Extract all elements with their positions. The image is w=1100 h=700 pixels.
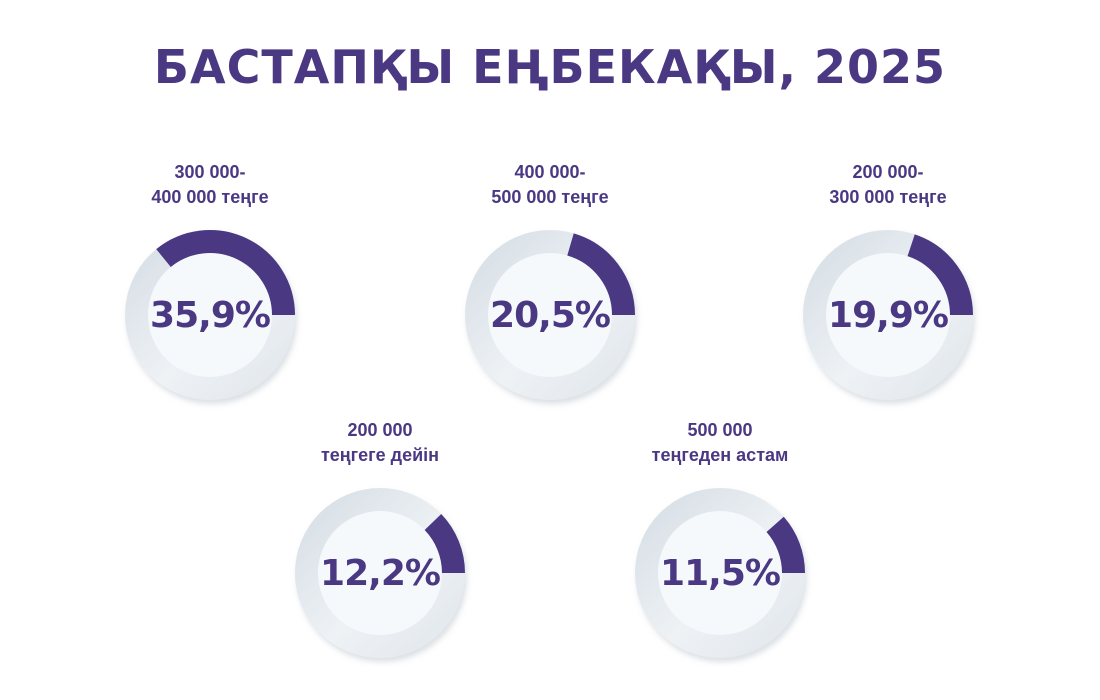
ring-gauge: 12,2% bbox=[285, 478, 475, 668]
ring-value-label: 20,5% bbox=[490, 294, 611, 336]
ring-label-line-2: 500 000 теңге bbox=[491, 187, 609, 207]
ring-value-label: 35,9% bbox=[150, 294, 271, 336]
ring-label: 200 000 теңгеге дейін bbox=[250, 418, 510, 470]
ring-gauge: 35,9% bbox=[115, 220, 305, 410]
ring-label: 200 000- 300 000 теңге bbox=[758, 160, 1018, 212]
ring-label-line-2: теңгеге дейін bbox=[320, 445, 440, 465]
ring-label: 300 000- 400 000 теңге bbox=[80, 160, 340, 212]
ring-label-line-2: теңгеден астам bbox=[651, 445, 789, 465]
ring-label: 400 000- 500 000 теңге bbox=[420, 160, 680, 212]
ring-label-line-1: 200 000- bbox=[852, 162, 924, 182]
ring-inner-disc bbox=[488, 253, 612, 377]
ring-chart-item: 500 000 теңгеден астам 11,5% bbox=[590, 418, 850, 668]
ring-inner-disc bbox=[826, 253, 950, 377]
ring-label-line-2: 300 000 теңге bbox=[829, 187, 947, 207]
ring-inner-disc bbox=[148, 253, 272, 377]
chart-title: БАСТАПҚЫ ЕҢБЕКАҚЫ, 2025 bbox=[153, 40, 947, 94]
ring-value-label: 11,5% bbox=[660, 552, 781, 594]
ring-value-arc bbox=[156, 230, 295, 316]
ring-label-line-1: 200 000 bbox=[347, 420, 413, 440]
ring-gauge: 20,5% bbox=[455, 220, 645, 410]
ring-svg bbox=[295, 488, 465, 658]
ring-value-arc bbox=[766, 516, 805, 574]
ring-label-line-1: 400 000- bbox=[514, 162, 586, 182]
ring-inner-disc bbox=[658, 511, 782, 635]
ring-svg bbox=[125, 230, 295, 400]
ring-label-line-1: 300 000- bbox=[174, 162, 246, 182]
ring-value-arc bbox=[566, 233, 635, 316]
ring-value-label: 12,2% bbox=[320, 552, 441, 594]
ring-label-line-2: 400 000 теңге bbox=[151, 187, 269, 207]
ring-chart-item: 400 000- 500 000 теңге 20,5% bbox=[420, 160, 680, 410]
ring-value-arc bbox=[424, 514, 465, 574]
ring-label-line-1: 500 000 bbox=[687, 420, 753, 440]
ring-svg bbox=[635, 488, 805, 658]
ring-chart-item: 300 000- 400 000 теңге 35,9% bbox=[80, 160, 340, 410]
ring-svg bbox=[465, 230, 635, 400]
ring-svg bbox=[803, 230, 973, 400]
ring-chart-item: 200 000 теңгеге дейін 12,2% bbox=[250, 418, 510, 668]
ring-chart-item: 200 000- 300 000 теңге 19,9% bbox=[758, 160, 1018, 410]
ring-gauge: 11,5% bbox=[625, 478, 815, 668]
ring-inner-disc bbox=[318, 511, 442, 635]
ring-value-label: 19,9% bbox=[828, 294, 949, 336]
ring-label: 500 000 теңгеден астам bbox=[590, 418, 850, 470]
ring-gauge: 19,9% bbox=[793, 220, 983, 410]
ring-value-arc bbox=[907, 234, 973, 316]
